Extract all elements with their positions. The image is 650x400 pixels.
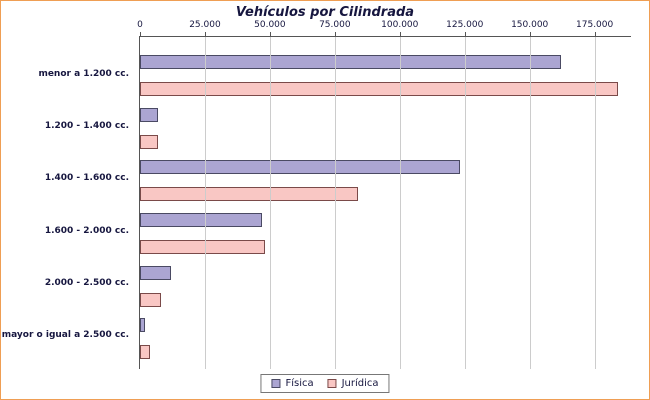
bar-group [140,207,631,260]
gridline [594,37,596,369]
gridline [399,37,401,369]
bar-group [140,312,631,365]
category-label: 1.400 - 1.600 cc. [44,173,129,184]
x-tick-mark [399,32,401,37]
bar-fisica [140,54,561,69]
legend: Física Jurídica [260,374,390,393]
bar-juridica [140,187,359,202]
category-label: mayor o igual a 2.500 cc. [1,329,129,340]
x-tick-mark [594,32,596,37]
legend-item-fisica: Física [271,378,314,389]
category-axis: menor a 1.200 cc. 1.200 - 1.400 cc. 1.400 … [1,48,133,361]
bar-fisica [140,107,159,122]
category-label: menor a 1.200 cc. [38,69,129,80]
x-tick-label: 0 [137,20,143,30]
gridline [529,37,531,369]
bar-group [140,102,631,155]
legend-swatch [327,379,337,388]
legend-item-juridica: Jurídica [327,378,379,389]
x-tick-mark [269,32,271,37]
category-label: 2.000 - 2.500 cc. [44,277,129,288]
bar-group [140,49,631,102]
category-label: 1.200 - 1.400 cc. [44,121,129,132]
chart-title: Vehículos por Cilindrada [235,5,415,20]
category-label: 1.600 - 2.000 cc. [44,225,129,236]
legend-label: Física [285,378,314,389]
plot-area: 0 25.000 50.000 75.000 100.000 125.000 150.000… [137,20,631,369]
x-tick-label: 150.000 [511,20,549,30]
x-tick-label: 25.000 [189,20,221,30]
x-tick-mark [334,32,336,37]
bar-juridica [140,345,151,360]
gridline [464,37,466,369]
x-tick-mark [529,32,531,37]
gridline [269,37,271,369]
x-tick-label: 125.000 [446,20,484,30]
x-tick-label: 100.000 [381,20,419,30]
bar-juridica [140,239,265,254]
bar-juridica [140,81,618,96]
bar-group [140,154,631,207]
x-tick-mark [464,32,466,37]
bar-fisica [140,160,460,175]
bar-fisica [140,265,172,280]
bar-juridica [140,292,161,307]
gridline [334,37,336,369]
legend-swatch [271,379,281,388]
bar-fisica [140,318,146,333]
x-tick-label: 175.000 [576,20,614,30]
gridline [204,37,206,369]
bar-juridica [140,134,159,149]
legend-label: Jurídica [341,378,379,389]
x-tick-label: 75.000 [319,20,351,30]
bar-group [140,260,631,313]
x-tick-mark [140,32,141,37]
x-tick-label: 50.000 [254,20,286,30]
bar-fisica [140,212,263,227]
x-tick-mark [204,32,206,37]
bar-groups [140,49,631,365]
